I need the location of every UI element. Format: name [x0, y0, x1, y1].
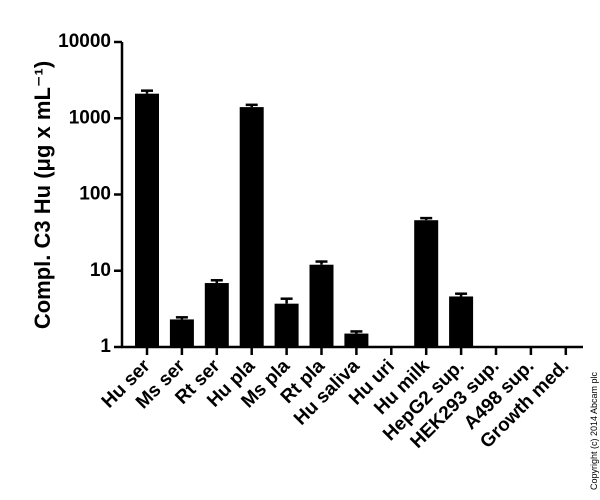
bar: [309, 264, 334, 347]
bar: [239, 107, 264, 348]
y-tick-label: 100: [79, 184, 111, 205]
y-axis-label: Compl. C3 Hu (μg x mL⁻¹): [30, 61, 55, 329]
bar: [414, 220, 439, 347]
bar: [135, 93, 159, 347]
bar: [449, 296, 474, 347]
bar: [274, 303, 299, 347]
y-tick-label: 1: [100, 336, 111, 357]
bar: [204, 283, 229, 347]
bar: [344, 333, 369, 347]
y-tick-label: 10000: [58, 31, 111, 52]
y-tick-label: 1000: [69, 107, 111, 128]
copyright: Copyright (c) 2014 Abcam plc: [589, 371, 599, 490]
bar: [169, 319, 194, 347]
y-tick-label: 10: [90, 260, 111, 281]
